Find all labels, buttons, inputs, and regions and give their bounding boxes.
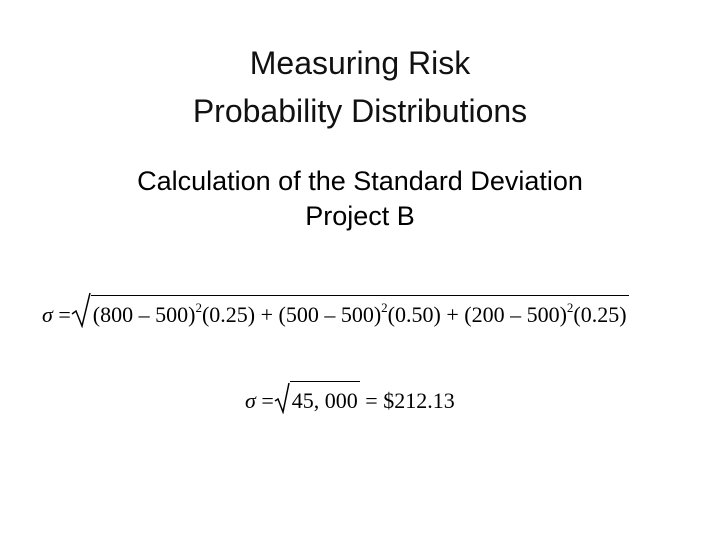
operator: = <box>261 388 274 413</box>
operator: + <box>446 302 459 327</box>
radicand-value: 45, 000 <box>291 388 358 413</box>
radical-sign <box>274 382 290 414</box>
subtitle-line: Calculation of the Standard Deviation <box>137 166 583 196</box>
radical: (800 – 500)2(0.25) + (500 – 500)2(0.50) … <box>71 292 629 328</box>
result: $212.13 <box>383 388 455 413</box>
term-weight: (0.25) <box>573 302 627 327</box>
title-line: Probability Distributions <box>192 93 528 129</box>
term: (500 – 500)2(0.50) <box>278 300 441 328</box>
term-power: 2 <box>195 300 202 315</box>
term-base: (800 – 500) <box>92 302 196 327</box>
radical-sign <box>71 292 91 328</box>
symbol: σ <box>42 302 53 327</box>
operator: = <box>365 388 378 413</box>
symbol: σ <box>245 388 256 413</box>
radical: 45, 000 <box>274 381 360 414</box>
term-base: (500 – 500) <box>278 302 382 327</box>
radicand: 45, 000 <box>289 381 360 414</box>
operator: + <box>260 302 274 327</box>
term-weight: (0.50) <box>387 302 441 327</box>
subtitle-line: Project B <box>305 201 415 231</box>
title-line: Measuring Risk <box>249 45 471 81</box>
term-power: 2 <box>566 300 574 315</box>
operator: = <box>58 302 71 327</box>
term-weight: (0.25) <box>201 302 256 327</box>
term-power: 2 <box>381 300 388 315</box>
term: (200 – 500)2(0.25) <box>464 300 627 328</box>
equation: σ = 45, 000 = $212.13 <box>245 381 455 414</box>
equation: σ = (800 – 500)2(0.25) + (500 – 500)2(0.… <box>42 292 629 328</box>
term-base: (200 – 500) <box>464 302 567 327</box>
radicand: (800 – 500)2(0.25) + (500 – 500)2(0.50) … <box>90 295 629 328</box>
term: (800 – 500)2(0.25) <box>92 300 256 328</box>
